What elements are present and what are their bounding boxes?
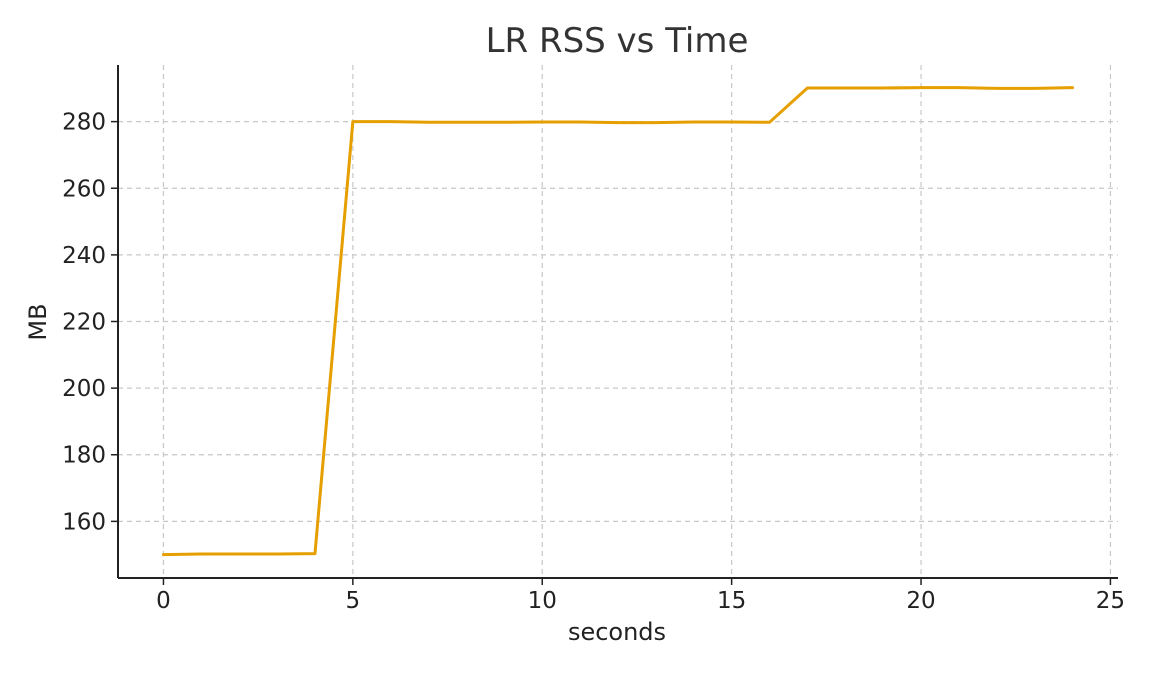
y-tick-label: 180: [62, 443, 106, 469]
x-axis-label: seconds: [568, 618, 666, 646]
x-tick-label: 10: [528, 588, 557, 614]
ticks: 0 5 10 15 20 25 160 180 200 220 240 260 280: [62, 110, 1125, 614]
y-tick-label: 260: [62, 176, 106, 202]
series-line: [161, 86, 1075, 557]
grid: [118, 65, 1118, 578]
chart-title: LR RSS vs Time: [486, 21, 749, 61]
y-tick-label: 220: [62, 310, 106, 336]
y-tick-label: 200: [62, 376, 106, 402]
x-tick-label: 15: [717, 588, 746, 614]
series: [161, 86, 1075, 557]
x-tick-label: 25: [1096, 588, 1125, 614]
y-tick-label: 280: [62, 110, 106, 136]
y-tick-label: 240: [62, 243, 106, 269]
y-tick-label: 160: [62, 509, 106, 535]
x-tick-label: 20: [906, 588, 935, 614]
y-axis-label: MB: [24, 303, 52, 340]
x-tick-label: 0: [156, 588, 171, 614]
x-tick-label: 5: [346, 588, 361, 614]
